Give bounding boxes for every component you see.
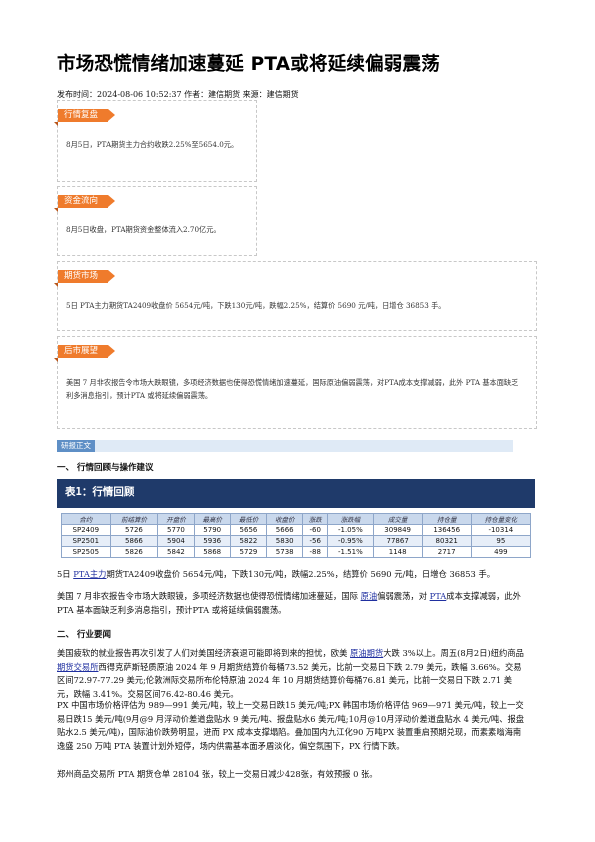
table-header-row: 合约 前结算价 开盘价 最高价 最低价 收盘价 涨跌 涨跌幅 成交量 持仓量 持… — [61, 513, 532, 525]
text: 西得克萨斯轻质原油 2024 年 9 月期货结算价每桶73.52 美元，比前一交… — [57, 661, 522, 699]
table-cell: 5666 — [266, 524, 304, 536]
table-cell: 5656 — [229, 524, 268, 536]
table-cell: 95 — [470, 535, 532, 547]
box-text: 8月5日收盘，PTA期货资金整体流入2.70亿元。 — [66, 225, 221, 234]
table-row: SP2505 5826 5842 5868 5729 5738 -88 -1.5… — [61, 546, 532, 558]
table-cell: -88 — [302, 546, 329, 558]
market-review-table: 表1：行情回顾 合约 前结算价 开盘价 最高价 最低价 收盘价 涨跌 涨跌幅 成… — [57, 479, 535, 571]
table-cell: 5842 — [157, 546, 195, 558]
tag-label: 行情复盘 — [53, 109, 116, 126]
link-crude-oil[interactable]: 原油 — [360, 591, 378, 601]
section-heading-1: 一、 行情回顾与操作建议 — [57, 463, 154, 473]
summary-box-outlook: 后市展望 美国 7 月非农报告令市场大跌眼镜，多项经济数据也使得恐慌情绪加速蔓延… — [53, 336, 537, 429]
text: 成本支撑减弱，此外 PTA 基本面缺乏利多消息指引，预计PTA 或将延续偏弱震荡… — [57, 591, 521, 615]
table-cell: 5904 — [157, 535, 195, 547]
publish-meta: 发布时间：2024-08-06 10:52:37 作者：建信期货 来源：建信期货 — [57, 90, 299, 99]
text: 美国疲软的就业报告再次引发了人们对美国经济衰退可能即将到来的担忧，欧美 — [57, 648, 351, 658]
link-futures-exchange[interactable]: 期货交易所 — [57, 661, 99, 672]
header-cell: 收盘价 — [266, 513, 304, 525]
table-cell: 80321 — [421, 535, 472, 547]
table-cell: SP2505 — [61, 546, 111, 558]
table-cell: 5790 — [193, 524, 231, 536]
table-cell: -56 — [302, 535, 329, 547]
text: 偏弱震荡，对 — [377, 591, 430, 601]
paragraph-futures: 5日 PTA主力期货TA2409收盘价 5654元/吨，下跌130元/吨，跌幅2… — [57, 568, 527, 582]
header-cell: 成交量 — [372, 513, 423, 525]
table-cell: 499 — [470, 546, 532, 558]
text: 5日 — [57, 569, 74, 579]
header-cell: 前结算价 — [109, 513, 159, 525]
tag-label: 资金流向 — [53, 195, 116, 212]
table-cell: 2717 — [421, 546, 472, 558]
table-cell: SP2409 — [61, 524, 111, 536]
quotes-table: 合约 前结算价 开盘价 最高价 最低价 收盘价 涨跌 涨跌幅 成交量 持仓量 持… — [61, 513, 532, 558]
table-cell: -1.51% — [327, 546, 374, 558]
box-text: 5日 PTA主力期货TA2409收盘价 5654元/吨，下跌130元/吨，跌幅2… — [66, 301, 446, 310]
paragraph-crude-news: 美国疲软的就业报告再次引发了人们对美国经济衰退可能即将到来的担忧，欧美 原油期货… — [57, 647, 527, 701]
text: 大跌 3%以上。周五(8月2日)纽约商品 — [383, 648, 524, 658]
box-text: 美国 7 月非农报告令市场大跌眼镜，多项经济数据也使得恐慌情绪加速蔓延，国际原油… — [66, 378, 519, 400]
table-cell: SP2501 — [61, 535, 111, 547]
table-cell: 5770 — [157, 524, 195, 536]
table-cell: 5822 — [229, 535, 268, 547]
header-cell: 最高价 — [193, 513, 231, 525]
text: 期货TA2409收盘价 5654元/吨，下跌130元/吨，跌幅2.25%，结算价… — [106, 569, 496, 579]
summary-box-futures-market: 期货市场 5日 PTA主力期货TA2409收盘价 5654元/吨，下跌130元/… — [53, 261, 537, 331]
report-body-label: 研报正文 — [57, 440, 513, 452]
report-body-tag: 研报正文 — [57, 440, 95, 452]
table-cell: -10314 — [470, 524, 532, 536]
section-heading-2: 二、 行业要闻 — [57, 630, 111, 640]
table-cell: 5826 — [109, 546, 159, 558]
header-cell: 涨跌 — [302, 513, 329, 525]
header-cell: 持仓量 — [421, 513, 472, 525]
summary-box-market-review: 行情复盘 8月5日，PTA期货主力合约收跌2.25%至5654.0元。 — [53, 100, 257, 182]
table-cell: 5729 — [229, 546, 268, 558]
link-crude-futures[interactable]: 原油期货 — [350, 648, 384, 658]
tag-label: 后市展望 — [53, 345, 116, 362]
link-pta-main[interactable]: PTA主力 — [73, 569, 107, 579]
header-cell: 开盘价 — [157, 513, 195, 525]
table-cell: 5866 — [109, 535, 159, 547]
paragraph-warehouse-receipts: 郑州商品交易所 PTA 期货仓单 28104 张，较上一交易日减少428张，有效… — [57, 769, 378, 779]
table-cell: -0.95% — [327, 535, 374, 547]
table-cell: 136456 — [421, 524, 472, 536]
table-cell: 5830 — [266, 535, 304, 547]
table-header-bar: 表1：行情回顾 — [57, 479, 535, 508]
paragraph-outlook: 美国 7 月非农报告令市场大跌眼镜，多项经济数据也使得恐慌情绪加速蔓延，国际 原… — [57, 590, 527, 617]
header-cell: 合约 — [61, 513, 111, 525]
table-cell: -1.05% — [327, 524, 374, 536]
table-cell: 5726 — [109, 524, 159, 536]
header-cell: 最低价 — [229, 513, 268, 525]
text: 美国 7 月非农报告令市场大跌眼镜，多项经济数据也使得恐慌情绪加速蔓延，国际 — [57, 591, 361, 601]
table-cell: 5936 — [193, 535, 231, 547]
tag-label: 期货市场 — [53, 270, 116, 287]
link-pta[interactable]: PTA — [429, 591, 447, 601]
table-row: SP2409 5726 5770 5790 5656 5666 -60 -1.0… — [61, 524, 532, 536]
table-row: SP2501 5866 5904 5936 5822 5830 -56 -0.9… — [61, 535, 532, 547]
table-cell: 309849 — [372, 524, 423, 536]
table-cell: 1148 — [372, 546, 423, 558]
summary-box-fund-flow: 资金流向 8月5日收盘，PTA期货资金整体流入2.70亿元。 — [53, 186, 257, 256]
box-text: 8月5日，PTA期货主力合约收跌2.25%至5654.0元。 — [66, 140, 239, 149]
table-title: 表1：行情回顾 — [65, 486, 135, 498]
header-cell: 持仓量变化 — [470, 513, 532, 525]
table-cell: 77867 — [372, 535, 423, 547]
page-title: 市场恐慌情绪加速蔓延 PTA或将延续偏弱震荡 — [57, 54, 440, 75]
table-cell: 5738 — [266, 546, 304, 558]
table-cell: 5868 — [193, 546, 231, 558]
header-cell: 涨跌幅 — [327, 513, 374, 525]
table-cell: -60 — [302, 524, 329, 536]
paragraph-px-market: PX 中国市场价格评估为 989—991 美元/吨，较上一交易日跌15 美元/吨… — [57, 700, 525, 751]
